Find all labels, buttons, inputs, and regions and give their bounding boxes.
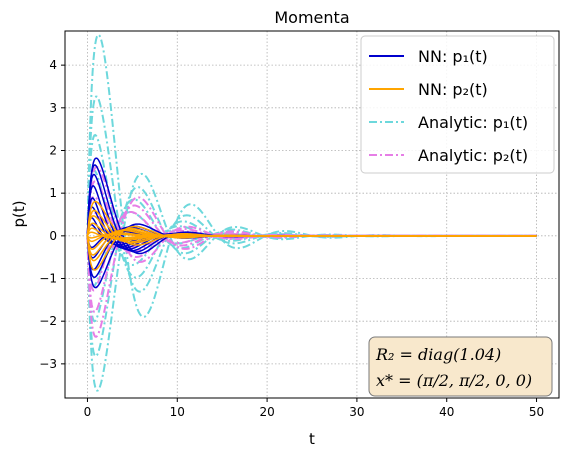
series-line-analytic_p1 bbox=[86, 186, 537, 358]
y-tick-label: −2 bbox=[39, 314, 57, 328]
y-tick-label: 2 bbox=[49, 143, 57, 157]
series-line-analytic_p2 bbox=[86, 195, 537, 254]
y-tick-label: 1 bbox=[49, 186, 57, 200]
series-line-nn_p2 bbox=[86, 225, 537, 271]
y-tick-label: 0 bbox=[49, 229, 57, 243]
y-tick-label: −1 bbox=[39, 272, 57, 286]
legend-label: Analytic: p₂(t) bbox=[418, 146, 528, 165]
y-tick-label: 3 bbox=[49, 101, 57, 115]
x-tick-label: 20 bbox=[259, 405, 274, 419]
legend-label: NN: p₁(t) bbox=[418, 47, 488, 66]
y-tick-label: −3 bbox=[39, 357, 57, 371]
legend-label: Analytic: p₁(t) bbox=[418, 113, 528, 132]
legend-box bbox=[360, 35, 555, 174]
y-axis-label: p(t) bbox=[10, 200, 28, 227]
x-tick-label: 30 bbox=[349, 405, 364, 419]
legend: NN: p₁(t) NN: p₂(t) Analytic: p₁(t) Analyti… bbox=[360, 35, 555, 174]
x-axis-label: t bbox=[309, 430, 315, 448]
annotation-box: R₂ = diag(1.04) x* = (π/2, π/2, 0, 0) bbox=[368, 336, 553, 397]
x-tick-label: 50 bbox=[529, 405, 544, 419]
series-line-analytic_p1 bbox=[86, 172, 537, 392]
x-tick-label: 10 bbox=[170, 405, 185, 419]
x-tick-label: 0 bbox=[84, 405, 92, 419]
annotation-line-2: x* = (π/2, π/2, 0, 0) bbox=[376, 371, 532, 390]
chart-title: Momenta bbox=[274, 8, 349, 27]
legend-label: NN: p₂(t) bbox=[418, 80, 488, 99]
x-tick-label: 40 bbox=[439, 405, 454, 419]
series-layer bbox=[86, 33, 537, 392]
plot-frame bbox=[64, 30, 560, 399]
series-line-analytic_p1 bbox=[86, 211, 537, 288]
annotation-background bbox=[368, 336, 553, 397]
y-tick-label: 4 bbox=[49, 58, 57, 72]
annotation-line-1: R₂ = diag(1.04) bbox=[375, 345, 501, 364]
series-line-nn_p2 bbox=[86, 233, 537, 239]
axis-ticks: 0 10 20 30 40 50 −3 −2 −1 0 1 2 3 4 bbox=[39, 58, 544, 419]
